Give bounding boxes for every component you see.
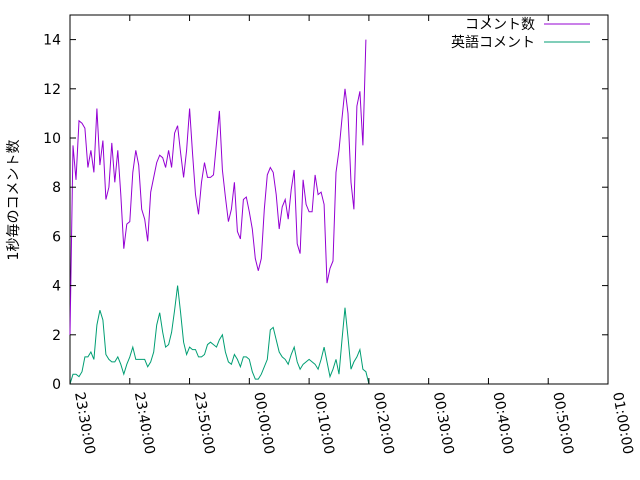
series-line-1	[69, 285, 370, 385]
y-tick-label: 12	[43, 82, 61, 98]
legend-label-0: コメント数	[465, 17, 535, 33]
x-tick-label: 23:50:00	[191, 391, 218, 456]
x-tick-label: 23:30:00	[71, 391, 98, 456]
plot-border	[69, 14, 609, 385]
x-tick-label: 00:20:00	[370, 391, 397, 456]
x-tick-label: 00:40:00	[489, 391, 516, 456]
plot-area	[69, 14, 609, 385]
y-tick-label: 0	[52, 377, 61, 393]
x-tick-label: 01:00:00	[609, 391, 636, 456]
x-tick-label: 00:10:00	[310, 391, 337, 456]
y-tick-label: 6	[52, 229, 61, 245]
y-tick-label: 2	[52, 328, 61, 344]
y-tick-label: 8	[52, 180, 61, 196]
axis-layer: 0 2 4 6 8 10 12 14 23:30:00 23:40:00 23:50:00 00:00…	[43, 15, 636, 456]
y-tick-label: 10	[43, 131, 61, 147]
x-tick-label: 23:40:00	[131, 391, 158, 456]
x-tick-label: 00:00:00	[250, 391, 277, 456]
series-line-0	[69, 39, 367, 335]
y-tick-label: 14	[43, 33, 61, 49]
legend-label-1: 英語コメント	[451, 34, 535, 51]
x-tick-label: 00:30:00	[430, 391, 457, 456]
y-axis-label: 1秒毎のコメント数	[6, 140, 22, 261]
y-tick-label: 4	[52, 279, 61, 295]
x-tick-label: 00:50:00	[549, 391, 576, 456]
series-layer	[69, 39, 370, 385]
